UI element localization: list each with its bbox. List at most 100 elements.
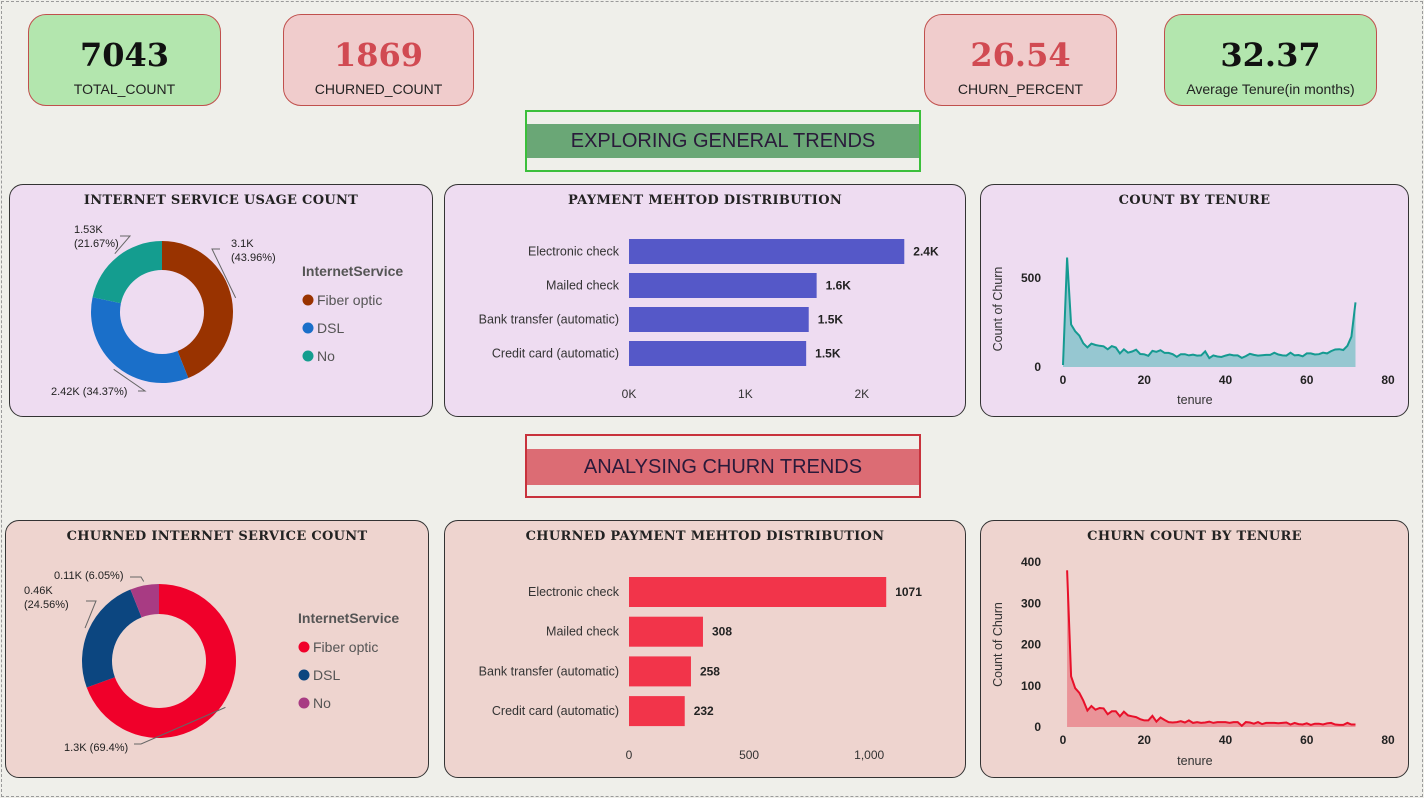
- bar-electronic-check: [629, 239, 905, 264]
- bar-value-label: 232: [694, 704, 714, 718]
- churn-count-by-tenure-area-chart: 0 20 40 60 80 0 100 200 300 400 tenure Count of Chu…: [991, 555, 1395, 768]
- x-tick-label: 60: [1300, 373, 1314, 387]
- panel-churned-internet-service: CHURNED INTERNET SERVICE COUNT 1.3K (69.…: [5, 520, 429, 778]
- donut-slice-no: [92, 241, 162, 304]
- category-label: Bank transfer (automatic): [479, 664, 619, 678]
- legend-item: Fiber optic: [317, 292, 382, 308]
- x-tick-label: 80: [1381, 373, 1395, 387]
- panel-internet-service-usage: INTERNET SERVICE USAGE COUNT 3.1K (43.96%…: [9, 184, 433, 417]
- panel-churned-payment-method: CHURNED PAYMENT MEHTOD DISTRIBUTION Elec…: [444, 520, 966, 778]
- bar-electronic-check: [629, 577, 887, 607]
- legend-marker: [302, 322, 314, 334]
- leader-line: [134, 706, 226, 745]
- x-tick-label: 20: [1138, 373, 1152, 387]
- bar-credit-card-automatic-: [629, 696, 685, 727]
- y-tick-label: 0: [1034, 720, 1041, 734]
- category-label: Credit card (automatic): [492, 347, 619, 361]
- legend-title: InternetService: [302, 263, 403, 279]
- legend-marker: [298, 697, 310, 709]
- x-tick-label: 500: [739, 748, 759, 762]
- data-label: (24.56%): [24, 599, 69, 611]
- bar-value-label: 1.6K: [826, 279, 852, 293]
- y-tick-label: 400: [1021, 555, 1041, 569]
- x-tick-label: 0K: [622, 387, 637, 401]
- bar-bank-transfer-automatic-: [629, 307, 809, 332]
- chart-title: CHURN COUNT BY TENURE: [1087, 529, 1302, 544]
- x-tick-label: 0: [1060, 373, 1067, 387]
- payment-method-bar-chart: Electronic check 2.4K Mailed check 1.6K Bank…: [479, 239, 939, 401]
- kpi-churn-percent-value: 26.54: [970, 36, 1071, 74]
- x-tick-label: 1,000: [854, 748, 884, 762]
- kpi-total-count-value: 7043: [79, 36, 170, 74]
- x-axis-label: tenure: [1177, 393, 1212, 407]
- bar-bank-transfer-automatic-: [629, 656, 691, 687]
- donut-slice-fiber-optic: [86, 584, 237, 738]
- kpi-avg-tenure: 32.37 Average Tenure(in months): [1164, 14, 1377, 106]
- x-tick-label: 40: [1219, 373, 1233, 387]
- data-label: 2.42K (34.37%): [51, 386, 127, 398]
- kpi-total-count: 7043 TOTAL_COUNT: [28, 14, 221, 106]
- chart-title: CHURNED INTERNET SERVICE COUNT: [66, 529, 368, 544]
- kpi-churn-percent-label: CHURN_PERCENT: [957, 81, 1084, 97]
- data-label: (43.96%): [231, 252, 276, 264]
- kpi-total-count-label: TOTAL_COUNT: [73, 81, 176, 97]
- data-label: (21.67%): [74, 238, 119, 250]
- chart-title: PAYMENT MEHTOD DISTRIBUTION: [568, 193, 842, 208]
- panel-churn-count-by-tenure: CHURN COUNT BY TENURE 0 20 40 60 80 0 100 200 30…: [980, 520, 1409, 778]
- section-churn-title: ANALYSING CHURN TRENDS: [527, 449, 919, 485]
- y-tick-label: 200: [1021, 638, 1041, 652]
- data-label: 1.3K (69.4%): [64, 742, 128, 754]
- section-general-title: EXPLORING GENERAL TRENDS: [527, 124, 919, 158]
- bar-mailed-check: [629, 273, 817, 298]
- leader-line: [113, 368, 147, 392]
- x-axis-label: tenure: [1177, 754, 1212, 768]
- churned-internet-service-donut-chart: 1.3K (69.4%) 0.46K (24.56%) 0.11K (6.05%) In…: [24, 570, 399, 754]
- section-churn-banner: ANALYSING CHURN TRENDS: [525, 434, 921, 498]
- legend-item: Fiber optic: [313, 639, 378, 655]
- bar-value-label: 1071: [895, 585, 922, 599]
- category-label: Bank transfer (automatic): [479, 313, 619, 327]
- y-tick-label: 300: [1021, 596, 1041, 610]
- kpi-avg-tenure-label: Average Tenure(in months): [1186, 81, 1355, 97]
- bar-credit-card-automatic-: [629, 341, 807, 366]
- category-label: Mailed check: [546, 625, 620, 639]
- legend-title: InternetService: [298, 610, 399, 626]
- bar-value-label: 1.5K: [818, 313, 844, 327]
- bar-value-label: 2.4K: [913, 245, 939, 259]
- legend-item: No: [317, 348, 335, 364]
- chart-title: CHURNED PAYMENT MEHTOD DISTRIBUTION: [525, 529, 885, 544]
- kpi-churned-count-label: CHURNED_COUNT: [314, 81, 443, 97]
- y-tick-label: 100: [1021, 679, 1041, 693]
- data-label: 0.11K (6.05%): [54, 570, 124, 582]
- x-tick-label: 60: [1300, 733, 1314, 747]
- legend-marker: [298, 641, 310, 653]
- leader-line: [130, 576, 145, 582]
- churned-payment-method-bar-chart: Electronic check 1071 Mailed check 308 Bank …: [479, 577, 922, 762]
- chart-title: INTERNET SERVICE USAGE COUNT: [83, 193, 359, 208]
- donut-slice-dsl: [91, 297, 189, 383]
- bar-value-label: 258: [700, 664, 720, 678]
- category-label: Electronic check: [528, 585, 620, 599]
- legend-marker: [302, 294, 314, 306]
- kpi-churned-count: 1869 CHURNED_COUNT: [283, 14, 474, 106]
- bar-value-label: 308: [712, 625, 732, 639]
- donut-slice-dsl: [82, 589, 142, 688]
- data-label: 0.46K: [24, 585, 53, 597]
- y-axis-label: Count of Churn: [991, 602, 1005, 687]
- kpi-avg-tenure-value: 32.37: [1220, 36, 1321, 74]
- legend-item: No: [313, 695, 331, 711]
- kpi-churned-count-value: 1869: [333, 36, 424, 74]
- y-axis-label: Count of Churn: [991, 267, 1005, 352]
- area-fill: [1067, 570, 1356, 727]
- area-line: [1062, 257, 1357, 366]
- area-line: [1066, 570, 1356, 728]
- chart-title: COUNT BY TENURE: [1118, 193, 1271, 208]
- y-tick-label: 0: [1034, 360, 1041, 374]
- y-tick-label: 500: [1021, 271, 1041, 285]
- legend-marker: [302, 350, 314, 362]
- count-by-tenure-area-chart: 0 20 40 60 80 0 500 tenure Count of Churn: [991, 257, 1395, 407]
- x-tick-label: 80: [1381, 733, 1395, 747]
- legend-marker: [298, 669, 310, 681]
- category-label: Electronic check: [528, 245, 620, 259]
